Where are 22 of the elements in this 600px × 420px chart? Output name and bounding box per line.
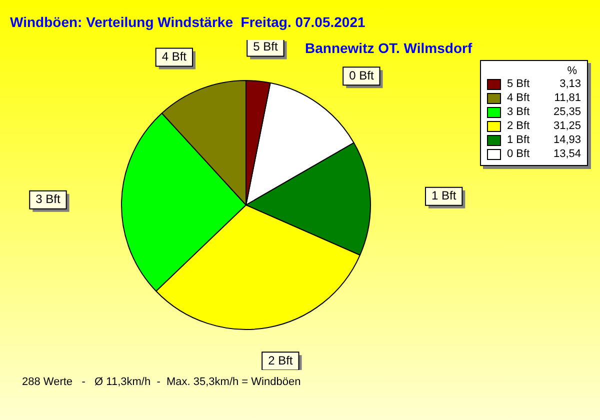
data-label: 14,93	[552, 134, 581, 146]
data-label: 11,81	[553, 92, 581, 104]
legend-label: 5 Bft	[507, 78, 531, 90]
category-label: 1 Bft	[431, 188, 456, 203]
slice-label: 3 Bft	[36, 192, 61, 206]
chart-subtitle: Bannewitz OT. Wilmsdorf	[305, 40, 472, 56]
data-label: 25,35	[552, 106, 581, 118]
legend-label: 3 Bft	[507, 106, 531, 118]
legend-label: 1 Bft	[507, 134, 531, 146]
legend-title: %	[566, 65, 578, 77]
text: 288 Werte - Ø 11,3km/h - Max. 35,3km/h = Windböen	[22, 376, 301, 388]
data-label: 3,13	[558, 78, 581, 90]
legend-label: 2 Bft	[507, 120, 531, 132]
data-label: 13,54	[552, 148, 581, 160]
slice-label: 5 Bft	[253, 40, 278, 54]
slice-label: 4 Bft	[162, 50, 188, 64]
chart-title: Windböen: Verteilung Windstärke Freitag. 07.05.2021	[10, 14, 366, 30]
legend-label: 0 Bft	[507, 148, 531, 160]
slice-label: 2 Bft	[268, 353, 294, 368]
slice-label: 0 Bft	[349, 68, 374, 82]
legend-label: 4 Bft	[507, 92, 531, 104]
data-label: 31,25	[552, 120, 581, 132]
